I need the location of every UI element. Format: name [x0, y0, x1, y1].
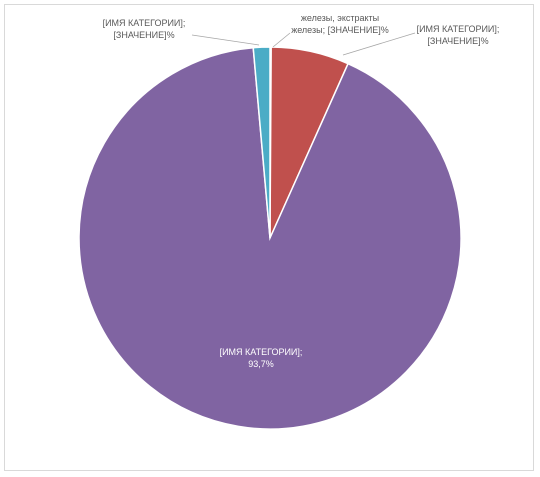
pie-slice-3 [252, 46, 271, 239]
pie-chart: железы, экстракты железы; [ЗНАЧЕНИЕ]% [ИМЯ… [78, 13, 500, 430]
leader-line-3 [191, 34, 260, 46]
data-label-1: [ИМЯ КАТЕГОРИИ]; [ЗНАЧЕНИЕ]% [417, 24, 500, 46]
data-label-2: [ИМЯ КАТЕГОРИИ]; 93,7% [220, 347, 303, 369]
data-label-0: железы, экстракты железы; [ЗНАЧЕНИЕ]% [291, 13, 389, 35]
leader-line-1 [342, 32, 416, 56]
pie-slice-2 [78, 46, 462, 430]
data-label-3: [ИМЯ КАТЕГОРИИ]; [ЗНАЧЕНИЕ]% [103, 18, 186, 40]
chart-area: железы, экстракты железы; [ЗНАЧЕНИЕ]% [ИМЯ… [4, 4, 534, 471]
leader-line-0 [272, 32, 291, 48]
